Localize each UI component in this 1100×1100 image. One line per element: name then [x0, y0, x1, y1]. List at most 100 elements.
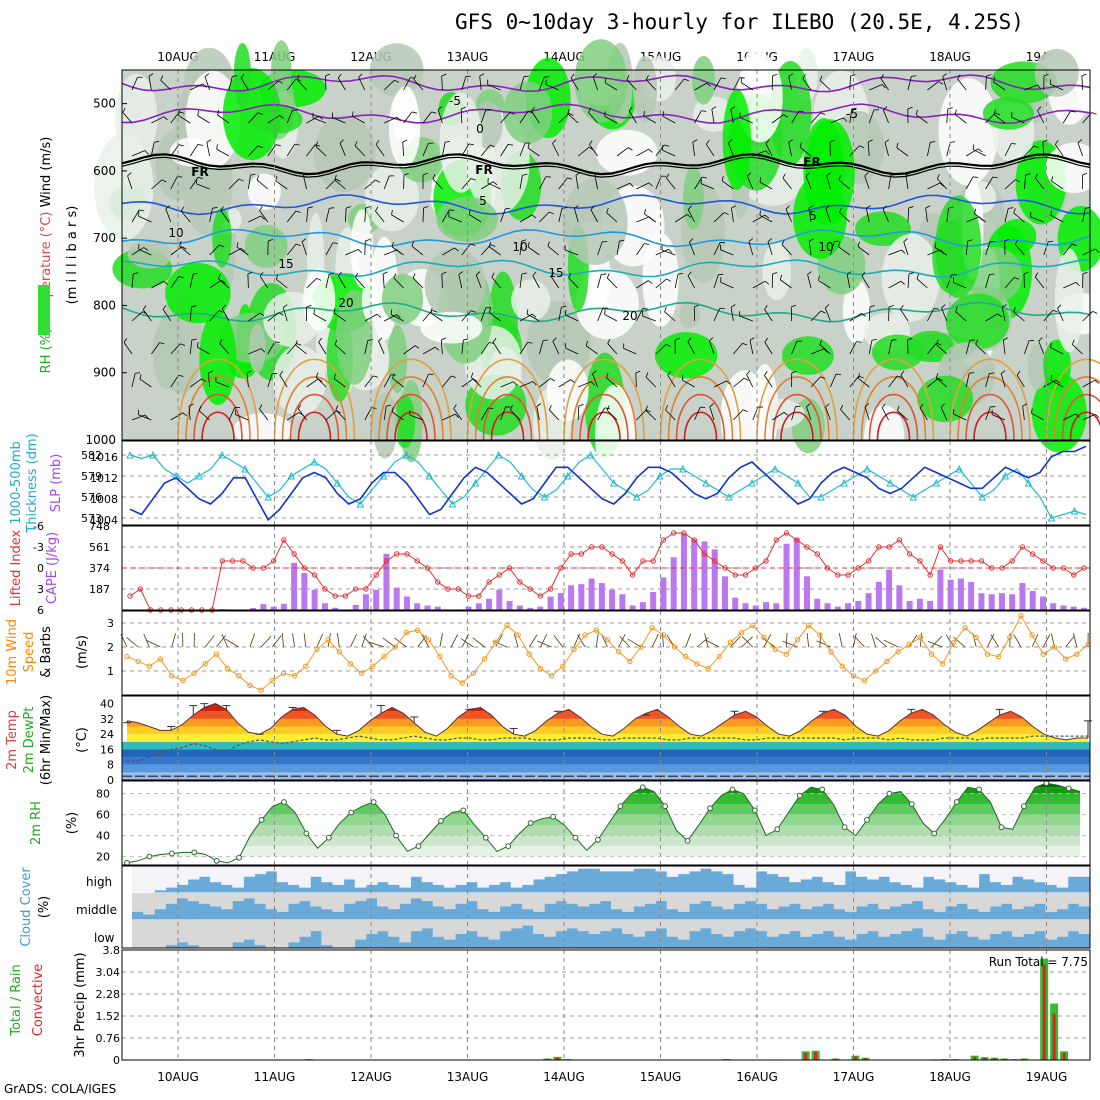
isotherm-warm [297, 411, 332, 441]
thickness-point [195, 471, 203, 480]
cloud-cell [722, 866, 735, 875]
isotherm-warm [667, 376, 734, 441]
upper-wind-barb [246, 373, 249, 388]
isotherm-warm [1069, 411, 1100, 441]
upper-wind-barb [1072, 344, 1083, 355]
cloud-cell [232, 893, 244, 902]
rh-point [931, 830, 938, 837]
cape-bar [650, 592, 657, 610]
upper-wind-barb [564, 249, 579, 256]
cape-bar [968, 581, 975, 610]
li-point [445, 586, 451, 592]
surface-wind-barb [577, 634, 586, 648]
upper-wind-barb [868, 306, 871, 322]
upper-wind-barb-flag [666, 278, 672, 282]
upper-wind-barb [364, 340, 369, 355]
upper-wind-barb-flag [208, 370, 214, 374]
upper-wind-barb-flag [382, 271, 388, 275]
rh-blob [546, 359, 589, 422]
li-point [414, 558, 420, 564]
li-tick: 0 [37, 562, 44, 575]
slp-tick: 1004 [90, 514, 118, 527]
upper-wind-barb-flag [441, 337, 446, 341]
upper-wind-barb-flag [604, 407, 610, 410]
upper-wind-barb [275, 180, 288, 190]
cloud-cell [778, 893, 790, 907]
cape-bar [1050, 603, 1057, 610]
upper-wind-barb-flag [1042, 139, 1048, 143]
upper-wind-barb [1043, 379, 1057, 388]
upper-wind-barb-flag [163, 280, 168, 285]
rh-point [236, 854, 243, 861]
pressure-tick: 700 [93, 231, 116, 245]
upper-wind-barb [286, 109, 293, 124]
upper-wind-barb [664, 311, 676, 322]
isotherm-warm [852, 358, 935, 441]
upper-wind-barb [636, 280, 649, 289]
surface-wind-barb [987, 634, 995, 648]
wind-units: (m/s) [75, 635, 90, 669]
date-label-bottom: 11AUG [254, 1070, 296, 1084]
isotherm-label: 15 [278, 257, 293, 271]
upper-wind-barb-flag [454, 247, 459, 252]
isotherm-label: FR [803, 155, 820, 169]
wind-speed-point [872, 668, 879, 674]
upper-wind-barb [519, 214, 533, 223]
isotherm-warm [1053, 376, 1100, 441]
upper-wind-barb [267, 80, 279, 91]
upper-wind-barb-flag [820, 112, 826, 115]
upper-wind-barb-flag [391, 406, 394, 413]
upper-wind-barb-flag [868, 139, 873, 143]
surface-wind-barb [972, 633, 977, 648]
upper-wind-barb [780, 279, 792, 289]
cloud-cell [143, 893, 155, 915]
upper-wind-barb-flag [799, 142, 802, 148]
isotherm-warm [772, 393, 822, 441]
upper-wind-barb [733, 409, 744, 421]
cloud-cell [209, 893, 222, 907]
cape-bar [301, 572, 308, 610]
upper-wind-barb-flag [531, 313, 537, 318]
cape-bar [721, 576, 728, 610]
upper-wind-barb [713, 242, 721, 256]
cloud-cell [800, 893, 813, 910]
cloud-cell [755, 920, 768, 932]
upper-wind-barb-flag [1082, 172, 1088, 176]
upper-wind-barb-flag [604, 111, 606, 117]
upper-wind-barb-flag [1094, 379, 1099, 384]
upper-wind-barb [334, 344, 346, 355]
upper-wind-barb [440, 340, 443, 355]
upper-wind-barb [306, 278, 317, 289]
upper-wind-barb [623, 347, 637, 355]
upper-wind-barb-flag [1055, 379, 1061, 384]
surface-wind-barb [362, 635, 374, 648]
upper-wind-barb [733, 377, 745, 388]
upper-wind-barb-flag [692, 139, 698, 143]
temp-tick: 32 [100, 713, 114, 726]
upper-wind-barb [1004, 143, 1012, 157]
cape-bar [362, 594, 369, 610]
upper-wind-barb [500, 144, 509, 157]
upper-wind-barb [721, 180, 734, 190]
upper-wind-barb [849, 145, 860, 157]
cape-bar [1039, 596, 1046, 610]
upper-wind-barb-flag [674, 337, 680, 341]
upper-wind-barb [720, 249, 734, 256]
upper-wind-barb-flag [527, 142, 530, 148]
cloud-cell [488, 920, 501, 940]
cloud-cell [521, 893, 534, 910]
upper-wind-barb [358, 77, 366, 91]
upper-wind-barb [151, 116, 165, 124]
cloud-cell [132, 920, 144, 948]
upper-wind-barb-flag [218, 273, 221, 279]
cloud-cell [1034, 920, 1046, 932]
upper-wind-barb [131, 373, 136, 388]
upper-wind-barb [197, 115, 210, 124]
surface-wind-barb [417, 635, 427, 648]
rh-legend-swatch [38, 285, 50, 335]
upper-wind-barb [1077, 142, 1083, 157]
cloud-cell [633, 866, 645, 869]
upper-wind-barb-flag [869, 305, 875, 308]
upper-wind-barb-flag [973, 208, 977, 214]
cape-bar [434, 606, 441, 610]
